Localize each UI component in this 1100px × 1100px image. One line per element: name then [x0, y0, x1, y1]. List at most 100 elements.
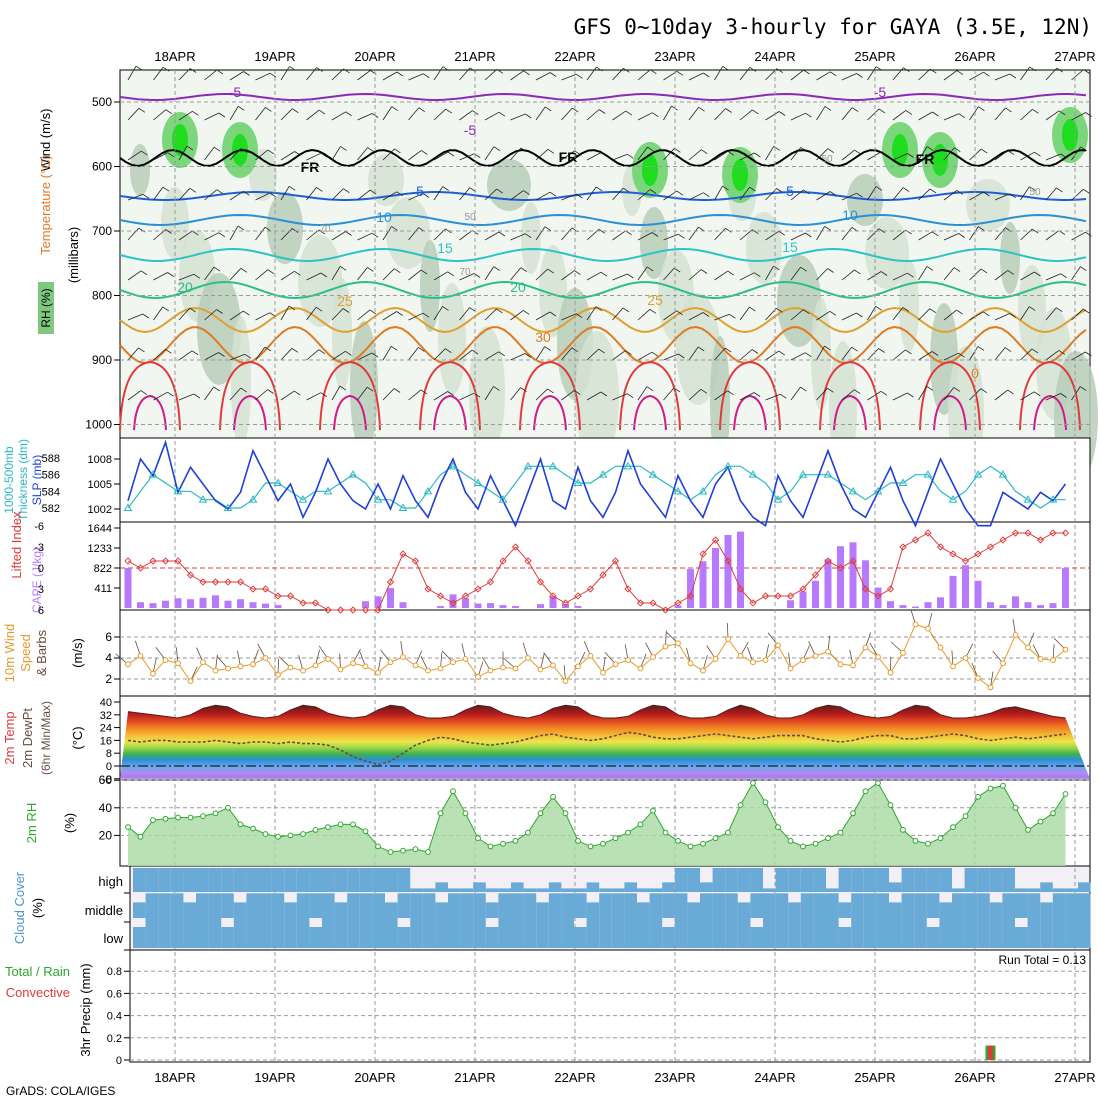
wind-barb [663, 387, 675, 401]
isotherm-35 [919, 360, 981, 431]
wind-frame [119, 609, 1091, 697]
wind-point [987, 684, 994, 691]
humidity-blob [811, 298, 831, 410]
wind-barb-flag [498, 111, 506, 117]
wind-barb [255, 226, 266, 241]
cloud-high-bar [989, 868, 1003, 892]
li-point [274, 592, 282, 600]
wind-barb [714, 108, 726, 121]
wind-barb [331, 68, 344, 81]
cape-label: CAPE (J/kg) [30, 547, 44, 613]
wind-barb-flag [778, 111, 786, 116]
li-point [661, 606, 670, 614]
wind-barb-flag [856, 312, 863, 318]
wind-barb [918, 146, 928, 161]
li-point [636, 599, 645, 607]
wind-barb [229, 225, 239, 241]
wind-barb-flag [420, 269, 428, 275]
rh-point [387, 849, 394, 855]
cloud-mid-bar [296, 893, 310, 918]
cloud-mid-bar [1078, 893, 1091, 918]
wind-barb [408, 73, 424, 81]
cape-bar [887, 601, 894, 608]
cloud-low-bar [876, 918, 889, 948]
wind-point [350, 660, 356, 667]
wind-barb [382, 226, 392, 241]
wind-barb [561, 73, 577, 81]
cloud-high-bar [410, 888, 423, 892]
thickness-point [698, 486, 708, 495]
li-point [649, 599, 657, 607]
wind-barb [586, 109, 600, 121]
wind-barb-flag [1031, 348, 1039, 354]
li-point [1024, 529, 1032, 537]
wind-point [462, 656, 469, 662]
wind-barb-flag [929, 188, 937, 194]
wind-barb-flag [294, 151, 301, 156]
wind-barb-flag [1034, 271, 1041, 277]
wind-barb-flag [824, 345, 831, 351]
wind-point [487, 667, 494, 674]
rh-point [962, 813, 969, 819]
wind-barb [1071, 266, 1081, 281]
cloud-mid-bar [397, 893, 411, 918]
contour-label: 25 [647, 292, 663, 308]
wind-barb [994, 313, 1010, 321]
wind-barb-flag [978, 106, 985, 112]
wind-barb-flag [390, 345, 398, 351]
wind-barb-flag [291, 347, 299, 353]
li-point [711, 536, 720, 544]
wind-barb-flag [824, 106, 832, 111]
isotherm-40 [233, 394, 267, 431]
li-point [1061, 529, 1070, 537]
wind-barb [535, 149, 549, 161]
wind-barb [408, 389, 422, 401]
rh-point [937, 835, 944, 842]
rh-point [725, 829, 731, 836]
wind-barb [637, 146, 648, 161]
rh-point [625, 829, 631, 836]
wind-barb [918, 231, 933, 241]
cloud-low-bar [208, 918, 222, 948]
wind-barb [586, 391, 602, 401]
wind-barb-flag [851, 346, 858, 352]
wind-barb [969, 311, 984, 321]
contour-label: -5 [464, 122, 477, 138]
wind-barb [331, 231, 346, 241]
wind-barb-flag [345, 231, 352, 236]
cloud-high-bar [851, 868, 864, 892]
isotherm-40 [333, 394, 367, 431]
li-point [749, 599, 757, 607]
humidity-blob [865, 217, 909, 289]
li-point [349, 606, 357, 614]
wind-barb-flag [956, 309, 963, 315]
date-label-top: 27APR [1054, 49, 1095, 64]
wind-barb [306, 306, 317, 321]
wind-barb-flag [878, 108, 886, 114]
cloud-low-bar [372, 918, 385, 948]
li-point [399, 550, 407, 558]
wind-barb-flag [805, 352, 812, 358]
rh-point [1062, 791, 1069, 797]
wind-barb-flag [829, 191, 837, 196]
wind-point [850, 662, 856, 669]
wind-barb [841, 346, 852, 361]
wind-barb-flag [1009, 313, 1016, 318]
cloud-high-bar [334, 868, 348, 892]
wind-barb [714, 185, 723, 201]
rh-point [437, 810, 444, 817]
rh-point [800, 843, 806, 850]
cloud-high-bar [511, 882, 524, 892]
cloud-mid-bar [813, 893, 826, 918]
contour-label: 25 [337, 293, 353, 309]
rh-point [575, 838, 581, 844]
wind-barb-flag [926, 146, 934, 151]
li-point [686, 592, 695, 600]
wind-barb [943, 309, 957, 321]
cloud-low-bar [334, 918, 348, 948]
cloud-low-bar [498, 918, 511, 948]
wind-barb-flag [523, 70, 530, 76]
wind-barb [994, 270, 1009, 281]
contour-label: 15 [437, 240, 453, 256]
wind-barb-flag [244, 353, 252, 359]
